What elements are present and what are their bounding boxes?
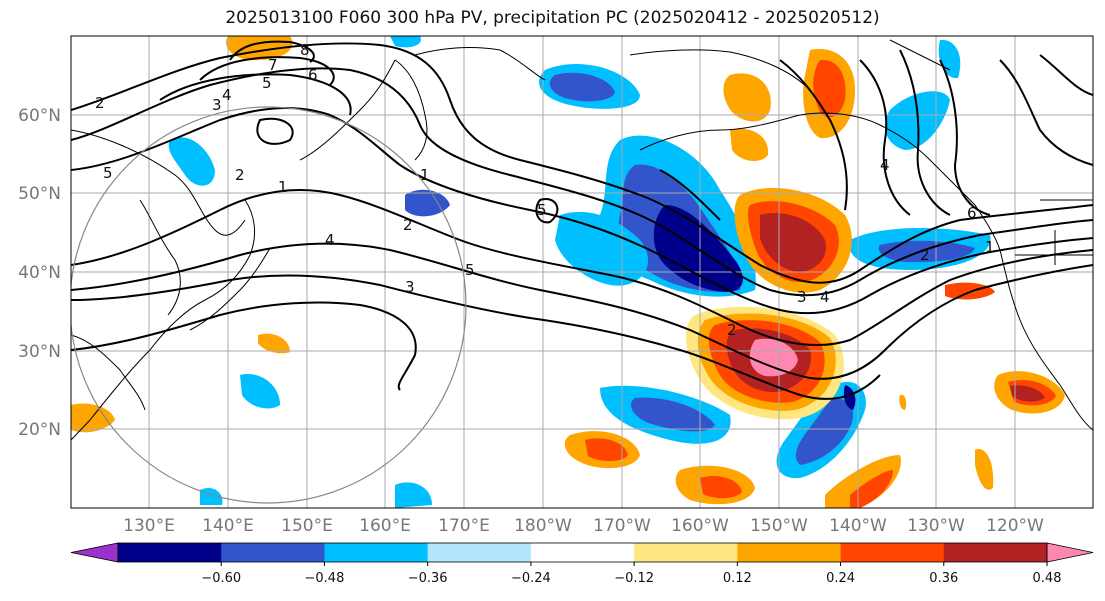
- contour-label: 5: [537, 201, 547, 219]
- contour-label: 4: [880, 156, 890, 174]
- contour-labels: 2 8 7 5 6 3 4 2 5 1 2 4 5 1 3 4 5 3 4 2 …: [95, 41, 995, 339]
- colorbar-segment: [324, 543, 429, 562]
- colorbar-extend-high: [1046, 542, 1094, 563]
- precip-positive-region: [843, 385, 856, 410]
- lon-label: 140°W: [829, 516, 887, 536]
- lon-label: 170°W: [593, 516, 651, 536]
- precip-positive-region: [749, 338, 798, 377]
- lon-label: 160°E: [359, 516, 411, 536]
- lat-label: 50°N: [18, 184, 61, 204]
- lon-label: 130°W: [907, 516, 965, 536]
- contour-label: 2: [920, 246, 930, 264]
- contour-label: 2: [403, 216, 413, 234]
- longitude-labels: 130°E 140°E 150°E 160°E 170°E 180°W 170°…: [123, 516, 1044, 536]
- precip-positive-region: [258, 333, 290, 354]
- precip-negative-region: [795, 399, 854, 465]
- lon-label: 160°W: [671, 516, 729, 536]
- colorbar-extend-low: [70, 542, 119, 563]
- precip-positive-region: [760, 212, 826, 272]
- contour-label: 4: [325, 231, 335, 249]
- colorbar-segment: [840, 543, 945, 562]
- contour-label: 5: [262, 74, 272, 92]
- precip-positive-region: [723, 73, 771, 122]
- precip-positive-region: [899, 394, 907, 410]
- precip-negative-region: [168, 137, 215, 186]
- precip-negative-region: [631, 397, 715, 432]
- lon-label: 130°E: [123, 516, 175, 536]
- precip-positive-region: [700, 475, 742, 499]
- precip-negative-region: [395, 482, 432, 508]
- colorbar-border: [117, 542, 1048, 563]
- colorbar-segment: [943, 543, 1048, 562]
- lon-label: 170°E: [438, 516, 490, 536]
- contour-label: 1: [420, 166, 430, 184]
- lon-label: 150°E: [281, 516, 333, 536]
- colorbar-segment: [530, 543, 635, 562]
- contour-label: 8: [300, 41, 310, 59]
- colorbar-segment: [427, 543, 532, 562]
- map-frame: [70, 35, 1094, 509]
- precip-positive-region: [813, 59, 846, 118]
- lon-label: 180°W: [514, 516, 572, 536]
- contour-label: 3: [797, 288, 807, 306]
- colorbar-segment: [221, 543, 325, 562]
- precip-positive-region: [704, 184, 718, 201]
- latitude-labels: 60°N 50°N 40°N 30°N 20°N: [18, 106, 61, 440]
- pv-contours: [71, 40, 1093, 400]
- lon-label: 150°W: [750, 516, 808, 536]
- colorbar-segment: [737, 543, 842, 562]
- contour-label: 1: [985, 238, 995, 256]
- precip-positive-region: [850, 470, 893, 508]
- contour-label: 4: [222, 86, 232, 104]
- colorbar-tick-label: 0.48: [1033, 571, 1062, 586]
- precip-negative-region: [200, 487, 223, 505]
- lon-label: 140°E: [202, 516, 254, 536]
- precip-negative-region: [390, 36, 421, 48]
- precip-positive-region: [585, 438, 628, 462]
- precip-positive-region: [825, 455, 901, 508]
- contour-label: 3: [405, 278, 415, 296]
- contour-label: 5: [103, 164, 113, 182]
- precip-negative-region: [878, 240, 975, 263]
- colorbar-tick-label: −0.12: [614, 571, 654, 586]
- contour-label: 2: [95, 94, 105, 112]
- contour-label: 2: [727, 321, 737, 339]
- colorbar-tick-label: −0.36: [408, 571, 448, 586]
- precip-positive-region: [730, 128, 769, 162]
- map-title: 2025013100 F060 300 hPa PV, precipitatio…: [225, 8, 880, 28]
- contour-label: 2: [235, 166, 245, 184]
- colorbar-segment: [634, 543, 738, 562]
- lat-label: 60°N: [18, 106, 61, 126]
- precip-negative-region: [405, 189, 450, 217]
- colorbar: −0.60 −0.48 −0.36 −0.24 −0.12 0.12 0.24 0.36 0.4…: [70, 542, 1094, 586]
- reference-circle: [71, 106, 467, 504]
- lat-label: 20°N: [18, 420, 61, 440]
- graticule: [71, 36, 1093, 508]
- contour-label: 6: [308, 66, 318, 84]
- precip-positive-region: [71, 403, 115, 433]
- precip-shading: [71, 36, 1065, 508]
- lon-label: 120°W: [986, 516, 1044, 536]
- precip-positive-region: [1010, 385, 1045, 402]
- contour-label: 7: [268, 56, 278, 74]
- lat-label: 30°N: [18, 342, 61, 362]
- precip-negative-region: [240, 374, 280, 409]
- contour-label: 6: [967, 204, 977, 222]
- contour-label: 5: [465, 261, 475, 279]
- colorbar-tick-label: −0.24: [511, 571, 551, 586]
- precip-positive-region: [975, 449, 994, 490]
- colorbar-tick-label: 0.36: [929, 571, 958, 586]
- colorbar-segment: [118, 543, 222, 562]
- precip-negative-region: [549, 72, 615, 102]
- precip-negative-region: [555, 211, 649, 286]
- colorbar-tick-label: −0.60: [201, 571, 241, 586]
- colorbar-tick-label: 0.24: [826, 571, 855, 586]
- colorbar-tick-label: 0.12: [723, 571, 752, 586]
- contour-label: 3: [212, 96, 222, 114]
- contour-label: 4: [820, 288, 830, 306]
- colorbar-tick-label: −0.48: [305, 571, 345, 586]
- contour-label: 1: [278, 178, 288, 196]
- lat-label: 40°N: [18, 263, 61, 283]
